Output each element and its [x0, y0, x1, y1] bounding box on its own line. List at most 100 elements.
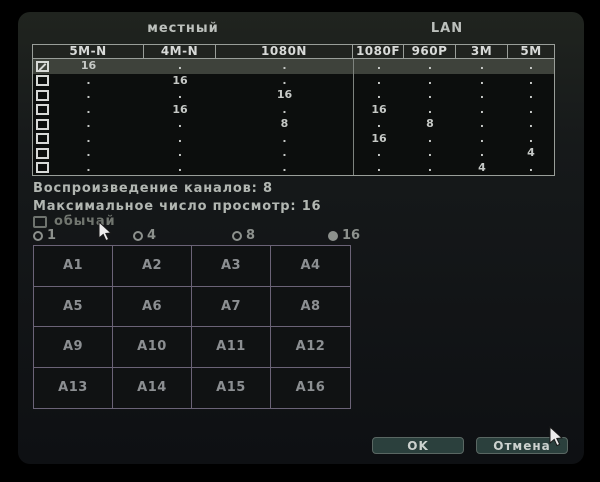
mode-cell: .: [528, 59, 534, 73]
channel-cell-a3: A3: [192, 246, 271, 287]
mode-cell: 16: [353, 102, 404, 117]
max-preview-label: Максимальное число просмотр: 16: [33, 199, 322, 214]
mode-cell: .: [177, 117, 183, 131]
table-body: 16....... 16....... 16..... 16. 16..... 8. 8..…: [32, 59, 555, 176]
row-checkbox[interactable]: [36, 75, 49, 86]
mode-table-row-7[interactable]: ...... 4: [33, 146, 554, 161]
channel-cell-a11: A11: [192, 327, 271, 368]
column-header-5m-n: 5M-N: [33, 45, 144, 58]
mode-table-row-2[interactable]: . 16.....: [33, 73, 554, 88]
channel-cell-a2: A2: [113, 246, 192, 287]
mode-table-row-8[interactable]: ..... 4.: [33, 160, 554, 175]
mode-cell: .: [528, 160, 534, 174]
ok-button[interactable]: OK: [372, 437, 464, 454]
mode-table-row-1[interactable]: 16......: [33, 59, 554, 74]
mode-cell: 8: [280, 117, 289, 131]
row-checkbox[interactable]: [36, 118, 49, 130]
mode-cell: .: [353, 73, 404, 88]
mode-cell: .: [86, 131, 91, 145]
mode-cell: .: [282, 146, 287, 160]
column-header-3m: 3M: [456, 45, 508, 58]
split-radio-16[interactable]: 16: [328, 228, 360, 243]
channel-cell-a4: A4: [271, 246, 350, 287]
mode-cell: .: [86, 102, 91, 116]
mode-cell: .: [479, 88, 485, 102]
mode-table-row-4[interactable]: . 16. 16...: [33, 102, 554, 117]
mode-cell: 4: [527, 146, 535, 160]
radio-circle-icon: [328, 230, 338, 241]
cancel-button[interactable]: Отмена: [476, 437, 568, 454]
channel-cell-a14: A14: [113, 367, 192, 408]
column-header-5m: 5M: [520, 45, 542, 58]
mode-cell: .: [479, 117, 485, 131]
radio-label: 4: [147, 228, 157, 243]
table-header: 5M-N 4M-N 1080N 1080F 960P 3M 5M: [32, 44, 555, 59]
mode-cell: 4: [478, 160, 486, 174]
row-checkbox[interactable]: [36, 133, 49, 144]
mode-cell: 16: [353, 131, 404, 146]
section-label-lan: LAN: [430, 21, 464, 36]
mode-cell: .: [353, 146, 404, 161]
mode-cell: .: [282, 131, 287, 145]
mode-cell: 16: [172, 102, 188, 116]
mode-cell: .: [528, 117, 534, 131]
row-checkbox[interactable]: [36, 104, 49, 115]
mode-cell: 16: [172, 73, 188, 87]
mode-cell: .: [177, 88, 183, 102]
mode-cell: .: [479, 73, 485, 87]
channel-mode-table: 5M-N 4M-N 1080N 1080F 960P 3M 5M 16....... 16..…: [32, 44, 555, 176]
row-checkbox[interactable]: [36, 147, 49, 159]
channel-cell-a16: A16: [295, 380, 326, 396]
mode-cell: .: [86, 117, 91, 131]
channel-cell-a13: A13: [34, 367, 113, 408]
mode-table-row-3[interactable]: .. 16....: [33, 88, 554, 103]
channel-cell-a5: A5: [34, 286, 113, 327]
mode-table-row-5[interactable]: .. 8. 8..: [33, 117, 554, 132]
mode-cell: .: [427, 131, 433, 145]
mode-cell: 8: [426, 117, 434, 131]
custom-checkbox[interactable]: [33, 215, 47, 228]
custom-checkbox-row[interactable]: обычай: [33, 214, 115, 229]
split-radio-group: 1 4 8 16: [0, 228, 600, 243]
row-checkbox[interactable]: [36, 89, 49, 101]
radio-circle-icon: [33, 230, 43, 241]
mode-cell: .: [528, 131, 534, 145]
mode-cell: .: [353, 117, 404, 132]
split-radio-4[interactable]: 4: [133, 228, 156, 243]
radio-label: 16: [342, 228, 361, 243]
channel-cell-a1: A1: [34, 246, 113, 287]
channel-cell-a12: A12: [271, 327, 350, 368]
split-radio-8[interactable]: 8: [232, 228, 255, 243]
channel-cell-a10: A10: [113, 327, 192, 368]
mode-cell: .: [177, 59, 183, 73]
mode-table-row-6[interactable]: ... 16...: [33, 131, 554, 146]
checkmark-icon: [38, 62, 47, 71]
channel-cell-a15: A15: [192, 367, 271, 408]
mode-cell: .: [353, 160, 404, 175]
row-checkbox[interactable]: [36, 162, 49, 173]
column-header-1080f: 1080F: [353, 45, 404, 58]
split-radio-1[interactable]: 1: [33, 228, 56, 243]
mode-cell: .: [282, 73, 287, 87]
mode-cell: .: [528, 73, 534, 87]
mode-cell: 16: [80, 59, 97, 73]
row-checkbox[interactable]: [36, 60, 49, 72]
column-header-4m-n: 4M-N: [144, 45, 216, 58]
channel-cell-a7: A7: [192, 286, 271, 327]
mode-cell: .: [479, 146, 485, 160]
mode-cell: .: [427, 160, 433, 174]
mode-cell: .: [282, 102, 287, 116]
mode-cell: .: [86, 146, 91, 160]
radio-circle-icon: [133, 230, 143, 241]
mode-cell: .: [86, 88, 91, 102]
mode-cell: .: [427, 102, 433, 116]
mode-cell: .: [353, 59, 404, 74]
column-header-960p: 960P: [404, 45, 456, 58]
mode-cell: .: [479, 131, 485, 145]
radio-label: 8: [246, 228, 256, 243]
mode-cell: .: [86, 73, 91, 87]
playback-channels-label: Воспроизведение каналов: 8: [33, 181, 273, 196]
radio-label: 1: [47, 228, 57, 243]
mode-cell: 16: [276, 88, 293, 102]
mode-cell: .: [528, 102, 534, 116]
